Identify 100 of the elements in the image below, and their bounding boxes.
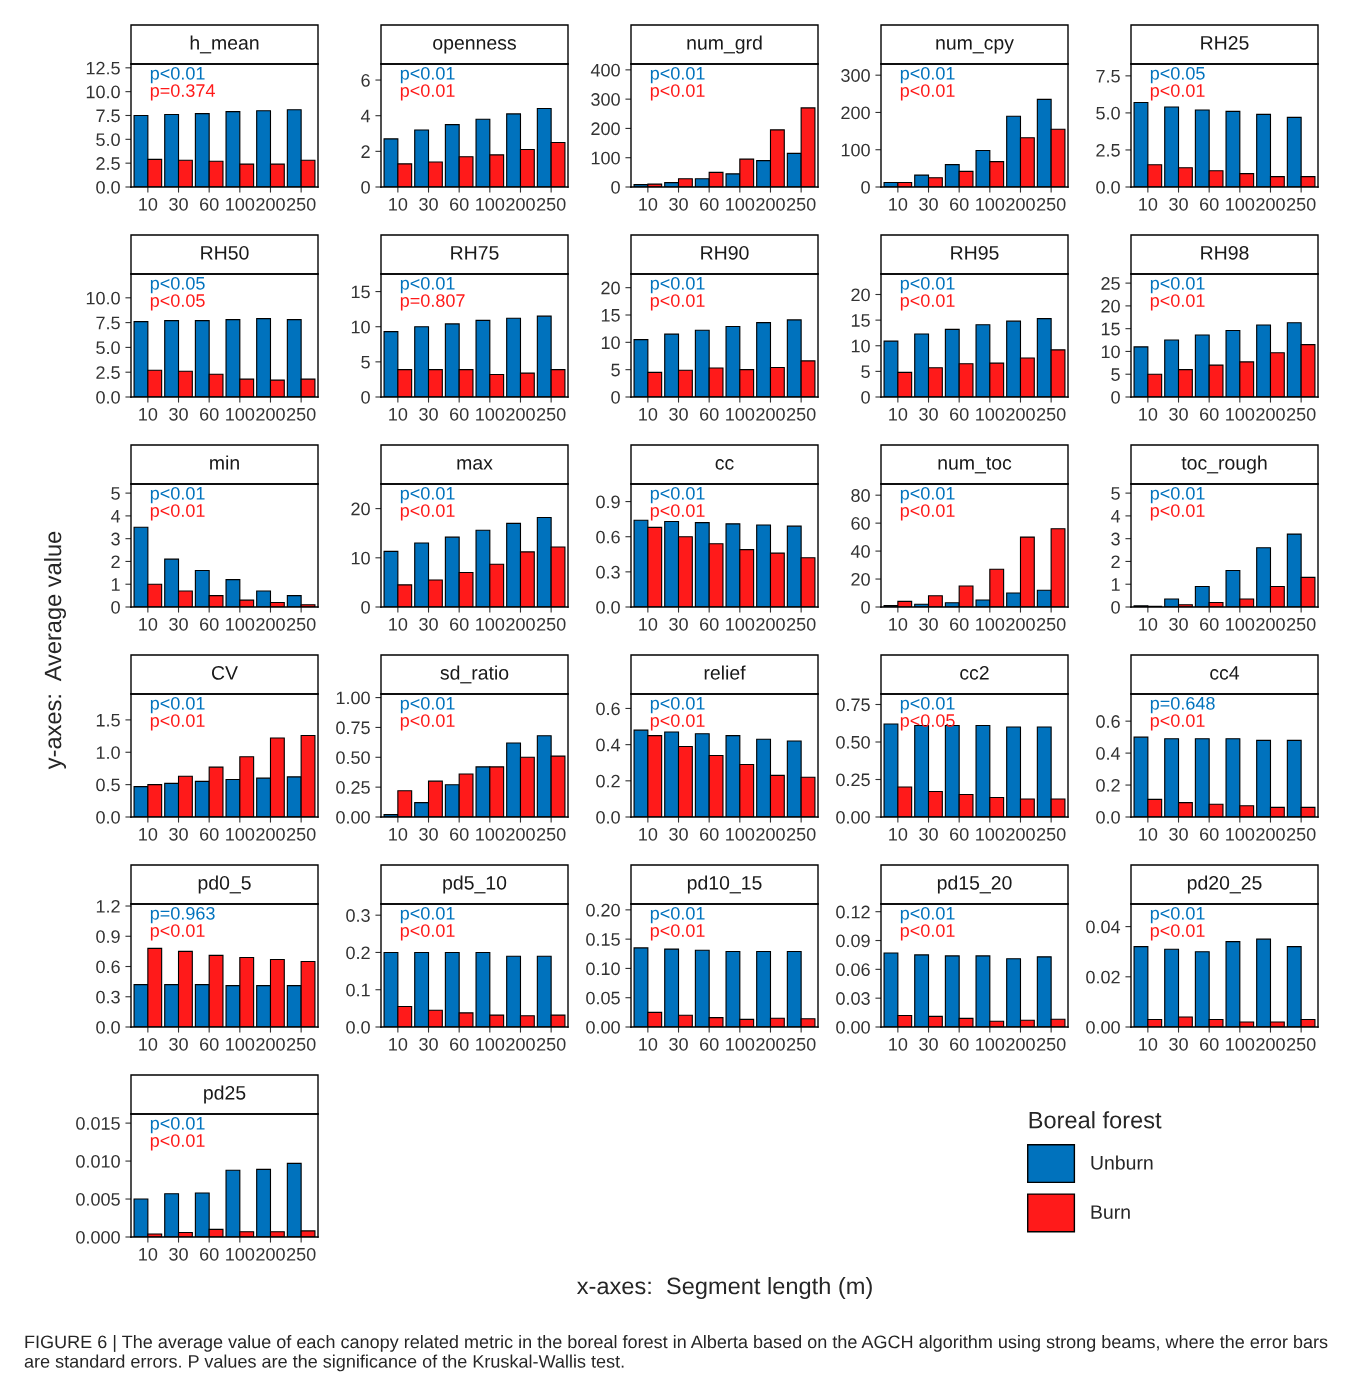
x-tick-label: 100 xyxy=(726,1037,755,1051)
x-tick-label: 250 xyxy=(786,617,816,631)
x-tick-label: 250 xyxy=(536,617,566,631)
x-tick-label: 60 xyxy=(450,827,469,841)
y-tick-label: 2 xyxy=(111,555,120,568)
x-tick-label: 250 xyxy=(1286,617,1316,631)
x-tick-label: 30 xyxy=(1169,617,1188,631)
x-tick-label: 200 xyxy=(256,407,285,421)
x-tick-label: 30 xyxy=(669,617,688,631)
x-tick-label: 250 xyxy=(1286,197,1316,211)
chart-title: cc xyxy=(715,459,734,470)
annotation: p=0.374 xyxy=(150,84,215,101)
x-tick-label: 60 xyxy=(700,197,719,211)
x-tick-label: 60 xyxy=(950,617,969,631)
caption: FIGURE 6 | The average value of each canopy related metric in the boreal forest in Alberta based on the AGCH algorithm using strong beams, where the error bars are standard errors. P values are the significance of the Kruskal-Wallis test. xyxy=(24,1335,1328,1372)
y-tick-label: 1 xyxy=(111,578,120,591)
x-tick-label: 250 xyxy=(1286,407,1316,421)
y-tick-label: 0.4 xyxy=(596,738,621,752)
y-tick-label: 80 xyxy=(851,489,870,502)
x-tick-label: 60 xyxy=(200,407,219,421)
x-tick-label: 200 xyxy=(256,1247,285,1261)
y-tick-label: 0.000 xyxy=(76,1230,120,1244)
y-tick-label: 0.05 xyxy=(586,991,620,1005)
y-tick-label: 0.75 xyxy=(836,698,870,712)
annotation: p<0.01 xyxy=(900,294,955,311)
x-tick-label: 200 xyxy=(506,827,535,841)
x-tick-label: 100 xyxy=(1226,827,1255,841)
annotation: p<0.01 xyxy=(400,486,455,504)
y-tick-label: 0 xyxy=(611,390,620,404)
x-tick-label: 200 xyxy=(256,197,285,211)
x-tick-label: 250 xyxy=(1036,1037,1066,1051)
x-tick-label: 250 xyxy=(786,1037,816,1051)
text: x-axes: Segment length (m) xyxy=(576,1276,872,1300)
chart-title: pd10_15 xyxy=(687,875,762,894)
x-tick-label: 10 xyxy=(889,197,908,211)
y-tick-label: 0.2 xyxy=(1096,778,1120,792)
x-tick-label: 250 xyxy=(1036,197,1066,211)
y-tick-label: 0.75 xyxy=(336,721,370,735)
x-tick-label: 200 xyxy=(256,1037,285,1051)
chart-title: max xyxy=(457,459,493,470)
annotation: p<0.01 xyxy=(650,906,705,924)
x-tick-label: 60 xyxy=(950,827,969,841)
x-tick-label: 200 xyxy=(256,617,285,631)
x-tick-label: 10 xyxy=(139,1037,158,1051)
y-tick-label: 0.5 xyxy=(96,778,120,792)
x-tick-label: 60 xyxy=(200,1247,219,1261)
y-tick-label: 0.0 xyxy=(96,180,120,194)
chart-title: min xyxy=(210,455,239,470)
x-tick-label: 250 xyxy=(536,197,566,211)
legend-title: Boreal forest xyxy=(1029,1111,1162,1129)
y-tick-label: 0.06 xyxy=(836,963,870,977)
x-tick-label: 100 xyxy=(976,407,1005,421)
annotation: p<0.01 xyxy=(650,276,705,294)
annotation: p<0.01 xyxy=(150,714,205,731)
x-tick-label: 100 xyxy=(1226,1037,1255,1051)
x-tick-label: 250 xyxy=(786,197,816,211)
x-tick-label: 250 xyxy=(1286,827,1316,841)
x-tick-label: 30 xyxy=(169,1247,188,1261)
y-tick-label: 0.00 xyxy=(1086,1020,1120,1034)
y-tick-label: 200 xyxy=(841,106,870,120)
annotation: p<0.01 xyxy=(1150,276,1205,294)
legend-label: Unburn xyxy=(1091,1155,1153,1170)
annotation: p<0.01 xyxy=(900,924,955,941)
y-tick-label: 5 xyxy=(361,355,370,369)
annotation: p<0.01 xyxy=(900,504,955,521)
chart-title: relief xyxy=(704,665,746,680)
y-tick-label: 1 xyxy=(1111,578,1120,591)
x-tick-label: 10 xyxy=(889,827,908,841)
x-tick-label: 200 xyxy=(506,407,535,421)
x-tick-label: 30 xyxy=(169,1037,188,1051)
x-tick-label: 30 xyxy=(919,827,938,841)
y-tick-label: 0 xyxy=(861,600,870,614)
x-tick-label: 10 xyxy=(1139,617,1158,631)
x-tick-label: 60 xyxy=(700,1037,719,1051)
x-tick-label: 100 xyxy=(476,197,505,211)
x-tick-label: 30 xyxy=(419,407,438,421)
y-tick-label: 0.00 xyxy=(586,1020,620,1034)
x-tick-label: 200 xyxy=(506,197,535,211)
annotation: p<0.01 xyxy=(400,276,455,294)
y-tick-label: 0.00 xyxy=(336,810,370,824)
annotation: p<0.01 xyxy=(900,696,955,714)
x-tick-label: 100 xyxy=(226,617,255,631)
x-tick-label: 250 xyxy=(286,1247,316,1261)
x-tick-label: 10 xyxy=(639,827,658,841)
chart-title: sd_ratio xyxy=(440,665,509,684)
y-tick-label: 10 xyxy=(851,339,870,353)
x-tick-label: 100 xyxy=(976,617,1005,631)
x-tick-label: 10 xyxy=(639,407,658,421)
y-tick-label: 7.5 xyxy=(1096,69,1120,83)
y-tick-label: 0.12 xyxy=(836,905,870,919)
y-tick-label: 0.6 xyxy=(596,702,620,716)
x-tick-label: 100 xyxy=(226,1037,255,1051)
y-tick-label: 1.2 xyxy=(96,899,120,913)
y-tick-label: 0.25 xyxy=(336,781,370,794)
annotation: p<0.01 xyxy=(1150,906,1205,924)
x-tick-label: 60 xyxy=(950,197,969,211)
annotation: p<0.05 xyxy=(150,276,205,294)
x-tick-label: 200 xyxy=(1006,197,1035,211)
annotation: p<0.01 xyxy=(650,714,705,731)
x-tick-label: 100 xyxy=(476,827,505,841)
